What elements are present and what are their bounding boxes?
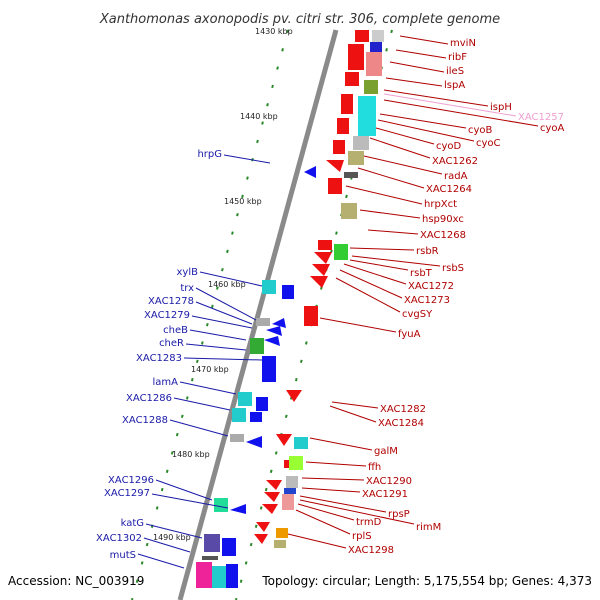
- gene-label: rsbT: [410, 268, 433, 279]
- accession-text: Accession: NC_003919: [8, 574, 144, 588]
- gene-label: trmD: [356, 517, 382, 528]
- gene-label: fyuA: [398, 329, 421, 340]
- gene-label: XAC1283: [136, 353, 182, 364]
- gene-label: XAC1286: [126, 393, 172, 404]
- kbp-tick: 1430 kbp: [255, 27, 293, 36]
- gene-label: XAC1284: [378, 418, 424, 429]
- gene-label: XAC1296: [108, 475, 154, 486]
- gene-label: rsbR: [416, 246, 439, 257]
- kbp-ticks: 1430 kbp 1440 kbp 1450 kbp 1460 kbp 1470…: [153, 27, 293, 542]
- topology-text: Topology: circular; Length: 5,175,554 bp…: [261, 574, 592, 588]
- gene-label: cheB: [163, 325, 188, 336]
- gene-label: XAC1298: [348, 545, 394, 556]
- gene-label: lamA: [153, 377, 179, 388]
- gene-label: cyoC: [476, 138, 501, 149]
- gene-label: ispH: [490, 102, 512, 113]
- forward-genes: [254, 30, 384, 548]
- gene-label: ribF: [448, 52, 467, 63]
- gene-label: XAC1288: [122, 415, 168, 426]
- gene-label: XAC1282: [380, 404, 426, 415]
- gene-label: lspA: [444, 80, 465, 91]
- reverse-genes: [196, 166, 316, 588]
- gene-label: rimM: [416, 522, 441, 533]
- left-labels: hrpG xylB trx XAC1278 XAC1279 cheB cheR …: [96, 149, 271, 569]
- gene-label: xylB: [177, 267, 199, 278]
- map-title: Xanthomonas axonopodis pv. citri str. 30…: [99, 12, 500, 27]
- gene-label: XAC1264: [426, 184, 472, 195]
- kbp-tick: 1460 kbp: [208, 280, 246, 289]
- gene-label: radA: [444, 171, 468, 182]
- gene-label: galM: [374, 446, 398, 457]
- gene-label: katG: [121, 518, 144, 529]
- gene-label: XAC1268: [420, 230, 466, 241]
- gene-label: XAC1302: [96, 533, 142, 544]
- gene-label: rsbS: [442, 263, 464, 274]
- kbp-tick: 1450 kbp: [224, 197, 262, 206]
- gene-label: XAC1297: [104, 488, 150, 499]
- gene-label: hsp90xc: [422, 214, 464, 225]
- gene-label: XAC1278: [148, 296, 194, 307]
- gene-label: trx: [180, 283, 194, 294]
- genome-axis: [177, 29, 339, 600]
- gene-label: rplS: [352, 531, 372, 542]
- gene-label: cheR: [159, 338, 184, 349]
- gene-label: XAC1262: [432, 156, 478, 167]
- gene-label: XAC1272: [408, 281, 454, 292]
- gene-label: XAC1273: [404, 295, 450, 306]
- gene-label: hrpXct: [424, 199, 457, 210]
- gene-label: ileS: [446, 66, 464, 77]
- kbp-tick: 1490 kbp: [153, 533, 191, 542]
- kbp-tick: 1470 kbp: [191, 365, 229, 374]
- gene-label: hrpG: [197, 149, 222, 160]
- gene-label: cyoD: [436, 141, 462, 152]
- gene-label: XAC1279: [144, 310, 190, 321]
- gene-label: cyoB: [468, 125, 493, 136]
- gene-label: cyoA: [540, 123, 565, 134]
- kbp-tick: 1480 kbp: [172, 450, 210, 459]
- gene-label: rpsP: [388, 509, 410, 520]
- gene-label: XAC1291: [362, 489, 408, 500]
- gene-label: mviN: [450, 38, 476, 49]
- gene-label: ffh: [368, 462, 381, 473]
- gene-label: mutS: [110, 550, 136, 561]
- gene-label: XAC1257: [518, 112, 564, 123]
- right-labels: mviN ribF ileS lspA ispH XAC1257 cyoA cy…: [287, 35, 565, 556]
- gene-label: cvgSY: [402, 309, 433, 320]
- gene-label: XAC1290: [366, 476, 412, 487]
- kbp-tick: 1440 kbp: [240, 112, 278, 121]
